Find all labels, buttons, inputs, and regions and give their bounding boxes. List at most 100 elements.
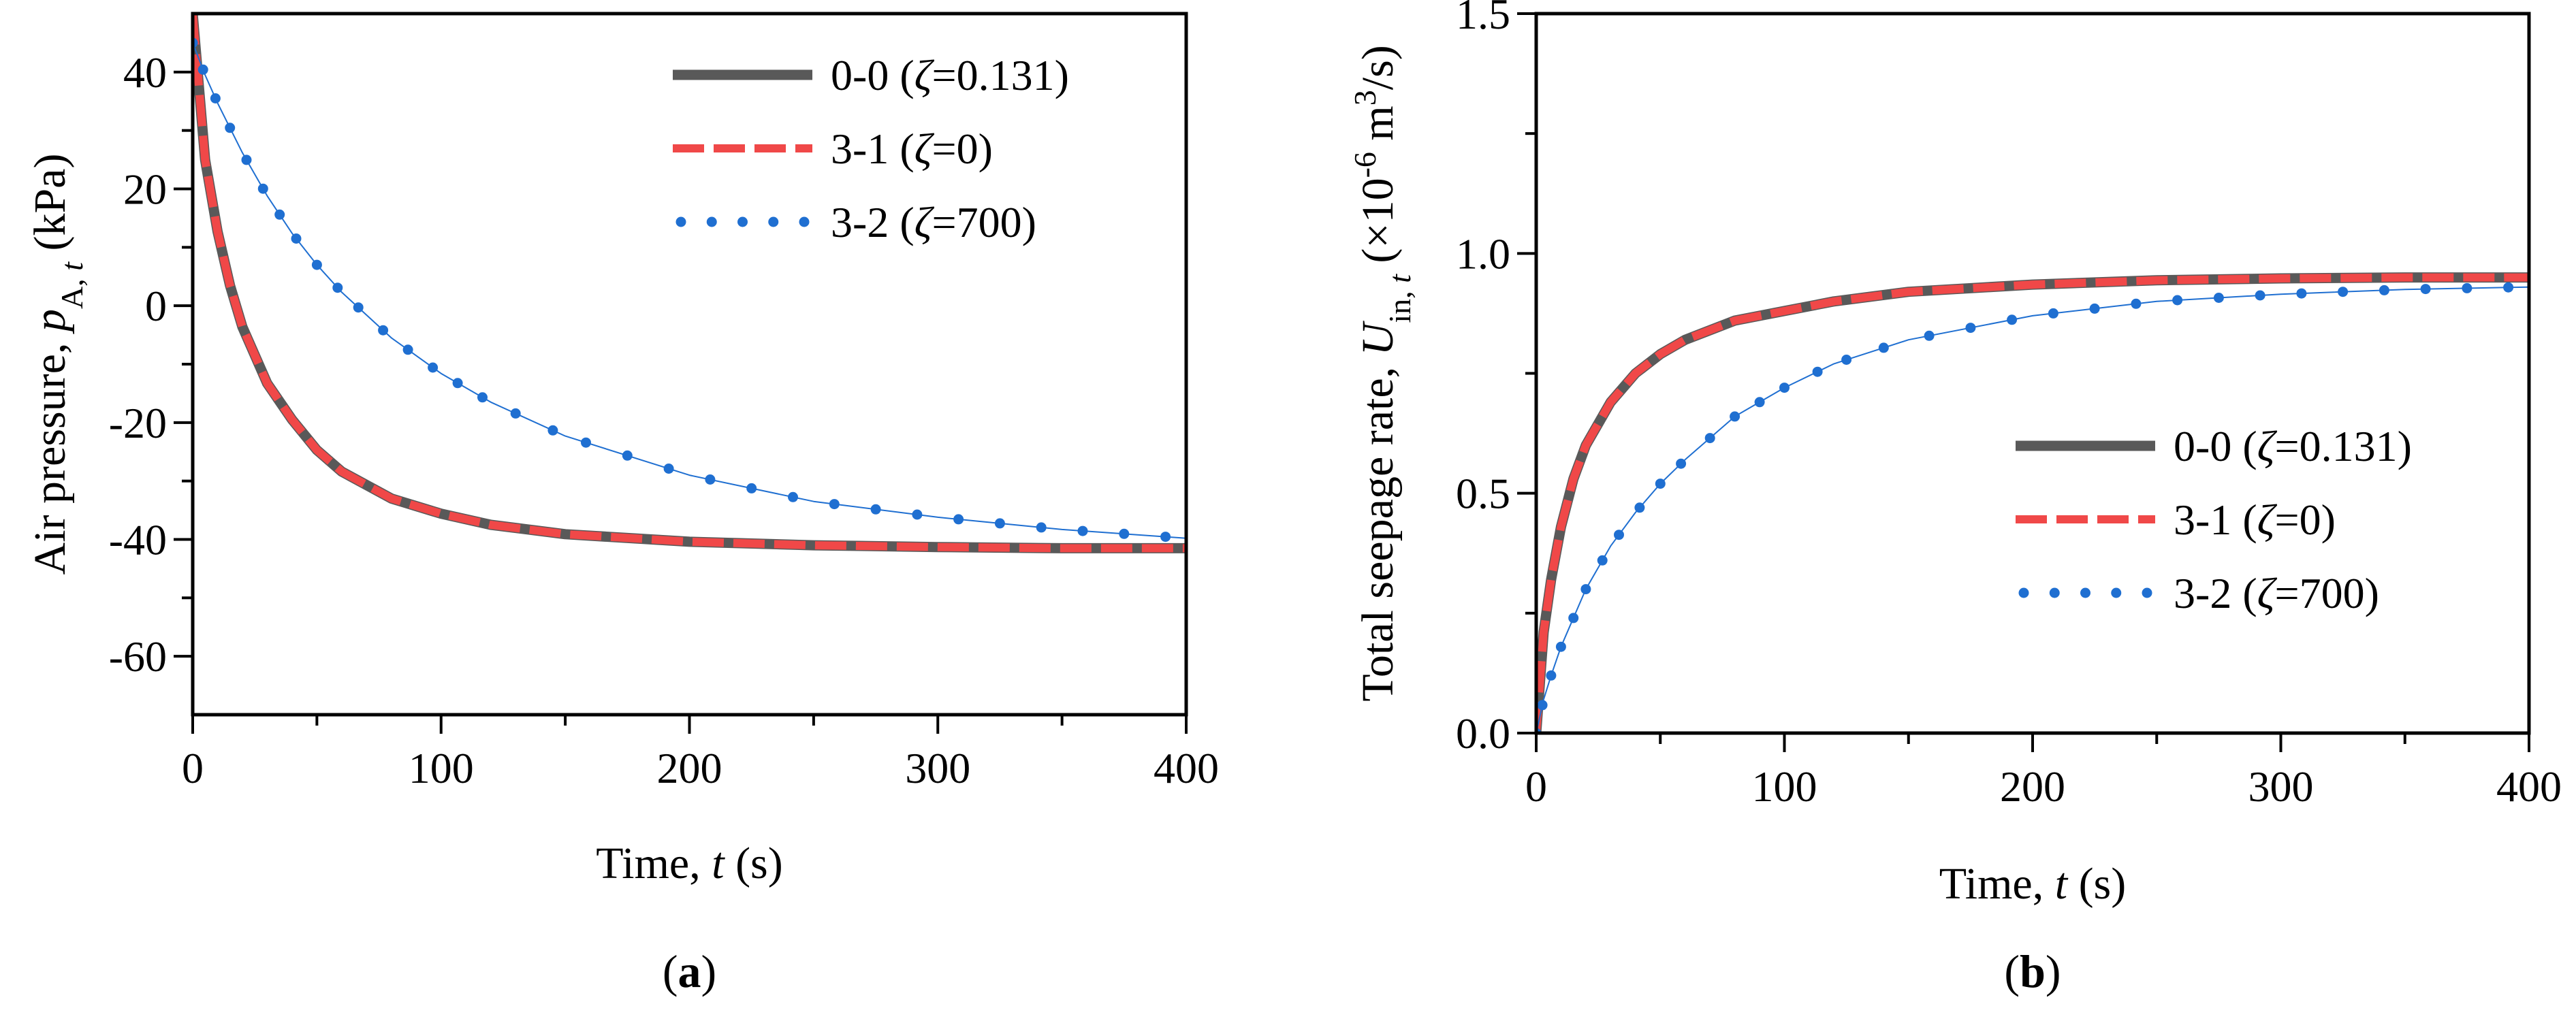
data-point <box>2089 303 2100 314</box>
data-point <box>912 509 923 520</box>
y-axis-title-text: Total seepage rate, <box>1353 355 1403 701</box>
y-axis-title-sub-var: t <box>54 261 89 271</box>
data-point <box>1537 700 1548 711</box>
data-point <box>428 362 439 373</box>
x-axis-title: Time, t (s) <box>1939 859 2126 909</box>
series-line-00 <box>1536 272 2529 733</box>
y-axis-title-unit: (kPa) <box>25 154 75 262</box>
data-point <box>452 378 463 389</box>
legend-marker <box>799 216 810 227</box>
legend-label-var: ζ <box>915 125 935 173</box>
series-line-32 <box>193 42 1186 539</box>
panel-label-letter: b <box>2020 945 2046 997</box>
legend-marker <box>768 216 779 227</box>
y-axis-title-var: U <box>1353 320 1403 355</box>
legend-label-text: =0.131) <box>2275 422 2412 470</box>
data-point <box>332 282 343 293</box>
legend-label-var: ζ <box>915 51 935 99</box>
y-axis-title-sup: 3 <box>1348 90 1382 106</box>
legend-label-text: =0.131) <box>932 51 1069 99</box>
x-axis-title-var: t <box>2055 859 2069 909</box>
data-point <box>870 504 881 515</box>
legend-label: 0-0 (ζ=0.131) <box>831 51 1069 99</box>
y-axis-title-unit: (×10 <box>1353 178 1403 274</box>
data-point <box>1077 525 1088 536</box>
x-axis-title-text: Time, <box>1939 859 2055 909</box>
data-point <box>1580 584 1591 595</box>
data-point <box>353 302 364 313</box>
data-point <box>994 518 1005 529</box>
chart-panel-b: 0 100 200 300 400 0.0 0.5 1.0 1.5 Time, t (s) Tota… <box>1348 0 2562 997</box>
chart-panel-a: 0 100 200 300 400 -60 -40 -20 0 20 40 Time, t (s) Ai… <box>25 12 1219 997</box>
data-point <box>788 491 798 502</box>
data-point <box>2338 287 2349 297</box>
data-point <box>1655 479 1666 489</box>
data-point <box>1614 530 1624 540</box>
data-point <box>2462 282 2472 293</box>
data-point <box>210 93 221 103</box>
data-point <box>746 483 757 493</box>
data-point <box>1119 528 1130 539</box>
x-tick-label: 200 <box>657 744 722 792</box>
legend-label-var: ζ <box>2257 422 2278 470</box>
legend-label: 3-1 (ζ=0) <box>831 125 993 173</box>
data-point <box>2255 290 2265 301</box>
data-point <box>510 408 521 419</box>
panel-label: (b) <box>2004 945 2061 997</box>
x-tick-label: 100 <box>1752 762 1817 811</box>
data-point <box>197 64 208 75</box>
x-tick-label: 0 <box>1525 762 1547 811</box>
x-axis-title-unit: (s) <box>2067 859 2126 909</box>
legend-label-var: ζ <box>915 198 935 246</box>
legend-label-text: 3-2 ( <box>831 198 915 246</box>
x-axis-title-unit: (s) <box>725 839 783 888</box>
legend-label-var: ζ <box>2257 569 2278 617</box>
data-point <box>2296 288 2307 299</box>
y-tick-label: 0 <box>145 282 167 330</box>
data-point <box>1597 555 1608 566</box>
data-point <box>2048 308 2058 319</box>
y-axis-title-var: p <box>25 309 75 334</box>
data-point <box>1965 323 1976 334</box>
data-point <box>2420 284 2431 295</box>
y-tick-label: 40 <box>123 48 167 97</box>
legend-label-text: 0-0 ( <box>831 51 915 99</box>
data-point <box>1878 342 1889 353</box>
legend-marker <box>737 216 748 227</box>
data-point <box>663 464 674 474</box>
data-point <box>1634 502 1645 513</box>
x-tick-label: 400 <box>2496 762 2562 811</box>
x-tick-label: 200 <box>2000 762 2065 811</box>
data-point <box>241 155 252 165</box>
y-axis-title-text: Air pressure, <box>25 331 75 574</box>
data-point <box>829 499 840 510</box>
legend-label-text: =700) <box>932 198 1036 246</box>
data-point <box>1568 613 1579 623</box>
legend-marker <box>2111 587 2122 598</box>
series-group <box>193 14 1186 553</box>
panel-label-paren: ) <box>701 945 717 997</box>
data-point <box>1546 670 1557 681</box>
legend-label-text: =700) <box>2275 569 2379 617</box>
panel-label-paren: ) <box>2046 945 2061 997</box>
data-point <box>581 437 591 448</box>
series-group <box>1536 272 2529 733</box>
y-axis-title: Air pressure, pA, t (kPa) <box>25 154 89 575</box>
panel-label-letter: a <box>678 945 701 997</box>
data-point <box>2172 295 2183 306</box>
legend-label-text: 3-1 ( <box>831 125 915 173</box>
data-point <box>1036 522 1047 533</box>
y-tick-label: -20 <box>109 399 167 447</box>
data-point <box>1704 433 1715 444</box>
plot-frame <box>191 12 1188 717</box>
legend-label-var: ζ <box>2257 496 2278 544</box>
data-point <box>2503 282 2514 293</box>
data-point <box>291 233 302 244</box>
data-point <box>1841 355 1852 365</box>
y-tick-label: -60 <box>109 632 167 681</box>
legend-marker <box>706 216 717 227</box>
legend-label-text: 3-1 ( <box>2174 496 2257 544</box>
legend-label-text: =0) <box>932 125 993 173</box>
data-point <box>1924 330 1935 341</box>
